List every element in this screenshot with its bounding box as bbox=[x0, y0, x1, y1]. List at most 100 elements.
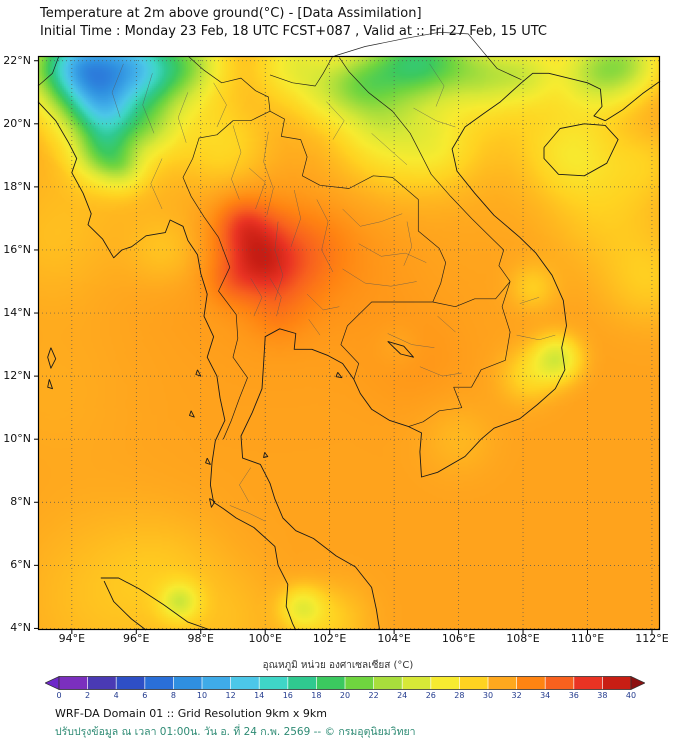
colorbar-tick-label: 4 bbox=[113, 691, 119, 700]
map-boundary-line bbox=[340, 301, 433, 380]
map-boundary-line bbox=[103, 580, 147, 631]
map-boundary-line bbox=[519, 297, 540, 304]
map-subtitle: Initial Time : Monday 23 Feb, 18 UTC FCS… bbox=[40, 24, 547, 39]
map-boundary-line bbox=[387, 340, 414, 358]
map-boundary-line bbox=[150, 158, 163, 210]
colorbar-arrow-left bbox=[44, 675, 60, 691]
map-boundary-line bbox=[269, 278, 282, 317]
map-boundary-line bbox=[263, 452, 269, 458]
colorbar-tick-label: 28 bbox=[454, 691, 465, 700]
lat-tick-label: 14°N bbox=[3, 306, 31, 320]
colorbar-arrow-right bbox=[630, 675, 646, 691]
map-frame bbox=[37, 55, 661, 631]
map-boundary-line bbox=[316, 199, 334, 273]
map-boundary-line bbox=[419, 366, 462, 377]
map-boundary-line bbox=[326, 101, 345, 140]
map-boundary-line bbox=[111, 63, 124, 118]
map-boundary-line bbox=[290, 189, 301, 247]
colorbar bbox=[44, 675, 646, 691]
map-boundary-line bbox=[187, 55, 271, 112]
colorbar-tick-label: 14 bbox=[254, 691, 265, 700]
map-boundary-line bbox=[429, 63, 445, 107]
map-boundary-line bbox=[306, 293, 340, 311]
lon-tick-label: 108°E bbox=[506, 632, 540, 645]
colorbar-tick-label: 38 bbox=[597, 691, 608, 700]
colorbar-tick-label: 26 bbox=[425, 691, 436, 700]
map-boundary-line bbox=[339, 57, 511, 282]
map-boundary-line bbox=[47, 379, 53, 390]
lon-tick-label: 100°E bbox=[248, 632, 282, 645]
colorbar-tick-label: 8 bbox=[170, 691, 176, 700]
map-boundary-line bbox=[335, 372, 343, 379]
map-boundary-line bbox=[432, 281, 511, 308]
lat-tick-label: 6°N bbox=[10, 558, 31, 572]
map-boundary-line bbox=[47, 347, 57, 369]
map-boundary-line bbox=[269, 55, 334, 87]
map-boundary-line bbox=[387, 333, 435, 348]
colorbar-tick-label: 34 bbox=[540, 691, 551, 700]
map-boundary-line bbox=[182, 110, 271, 440]
colorbar-tick-label: 24 bbox=[397, 691, 408, 700]
lon-tick-label: 98°E bbox=[187, 632, 214, 645]
map-boundary-line bbox=[177, 92, 189, 143]
lat-tick-label: 8°N bbox=[10, 495, 31, 509]
lat-tick-label: 12°N bbox=[3, 369, 31, 383]
map-boundary-line bbox=[37, 101, 297, 631]
lon-tick-label: 112°E bbox=[635, 632, 669, 645]
lat-tick-label: 16°N bbox=[3, 242, 31, 256]
map-boundary-line bbox=[334, 31, 522, 81]
colorbar-tick-label: 0 bbox=[56, 691, 62, 700]
map-boundary-line bbox=[213, 82, 227, 128]
latitude-axis: 22°N 20°N 18°N 16°N 14°N 12°N 10°N 8°N 6°N 4°N bbox=[0, 53, 34, 635]
map-boundary-line bbox=[413, 107, 456, 128]
colorbar-tick-label: 16 bbox=[282, 691, 293, 700]
map-boundary-line bbox=[516, 334, 556, 341]
map-boundary-line bbox=[358, 243, 427, 263]
map-boundary-line bbox=[437, 316, 456, 333]
lat-tick-label: 4°N bbox=[10, 621, 31, 635]
map-boundary-line bbox=[209, 498, 216, 508]
lat-tick-label: 18°N bbox=[3, 179, 31, 193]
colorbar-tick-label: 2 bbox=[85, 691, 91, 700]
colorbar-tick-label: 40 bbox=[625, 691, 637, 700]
colorbar-label: อุณหภูมิ หน่วย องศาเซลเซียส (°C) bbox=[262, 660, 414, 671]
colorbar-tick-label: 10 bbox=[196, 691, 208, 700]
map-boundary-line bbox=[240, 72, 661, 631]
map-boundary-line bbox=[269, 110, 447, 303]
map-boundary-line bbox=[239, 467, 251, 503]
map-plot bbox=[34, 31, 661, 634]
footer-update-info: ปรับปรุงข้อมูล ณ เวลา 01:00น. วัน อ. ที่… bbox=[55, 726, 416, 738]
lon-tick-label: 104°E bbox=[377, 632, 411, 645]
map-boundary-line bbox=[371, 133, 408, 165]
colorbar-tick-label: 12 bbox=[225, 691, 236, 700]
map-boundary-line bbox=[142, 73, 155, 134]
footer-domain-info: WRF-DA Domain 01 :: Grid Resolution 9km … bbox=[55, 707, 327, 720]
map-boundary-line bbox=[248, 167, 266, 210]
colorbar-tick-label: 18 bbox=[311, 691, 322, 700]
lon-tick-label: 106°E bbox=[441, 632, 476, 645]
colorbar-ticks: 0 2 4 6 8 10 12 14 16 18 20 22 24 26 28 30 32 34 36 38 40 bbox=[45, 691, 645, 703]
map-boundary-line bbox=[231, 125, 242, 200]
map-boundary-line bbox=[342, 268, 417, 287]
map-boundary-line bbox=[195, 369, 202, 377]
map-overlay bbox=[34, 31, 661, 634]
longitude-axis: 94°E 96°E 98°E 100°E 102°E 104°E 106°E 108°E 110… bbox=[38, 632, 669, 646]
map-boundary-line bbox=[342, 208, 403, 227]
map-boundary-line bbox=[408, 281, 511, 427]
lon-tick-label: 94°E bbox=[58, 632, 86, 645]
lat-tick-label: 10°N bbox=[3, 432, 31, 446]
colorbar-gradient bbox=[44, 675, 646, 691]
map-boundary-line bbox=[308, 319, 321, 336]
map-boundary-line bbox=[263, 131, 274, 216]
colorbar-tick-label: 22 bbox=[368, 691, 379, 700]
lat-tick-label: 22°N bbox=[3, 53, 31, 67]
map-boundary-line bbox=[250, 278, 263, 317]
lon-tick-label: 96°E bbox=[123, 632, 150, 645]
map-title: Temperature at 2m above ground(°C) - [Da… bbox=[40, 6, 422, 21]
lon-tick-label: 102°E bbox=[312, 632, 347, 645]
map-boundary-line bbox=[100, 577, 211, 631]
colorbar-tick-label: 36 bbox=[568, 691, 579, 700]
map-boundary-line bbox=[37, 55, 60, 87]
temperature-field-canvas bbox=[38, 56, 660, 630]
